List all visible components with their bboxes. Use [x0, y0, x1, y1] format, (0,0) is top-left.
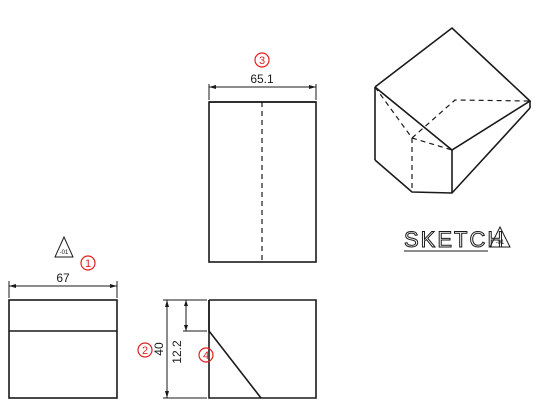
front-revision-mark: -01	[60, 250, 69, 256]
dim-step-arrow-bottom	[184, 325, 188, 331]
iso-top-face	[374, 26, 532, 151]
callout-3-label: 3	[259, 55, 265, 67]
callout-2-circle	[137, 342, 153, 358]
dim-height-arrow-top	[165, 300, 169, 307]
front-revision-triangle	[54, 235, 74, 258]
side-view-chamfer	[208, 300, 262, 399]
side-view: 40 12.2 2 4	[137, 299, 317, 399]
side-view-outline	[208, 299, 317, 399]
callout-2-label: 2	[142, 345, 148, 357]
isometric-sketch	[374, 26, 532, 194]
dim-front-value: 67	[56, 271, 70, 285]
callout-4-label: 4	[203, 350, 209, 362]
iso-bottom-edges	[374, 107, 531, 194]
callout-4-circle	[198, 347, 214, 363]
dim-height-value: 40	[152, 342, 166, 356]
sketch-label: SKETCH	[404, 227, 505, 252]
dim-height-arrow-bottom	[165, 391, 169, 398]
front-view: 67 -01 1	[8, 235, 118, 399]
sketch-revision-triangle	[489, 225, 511, 248]
dim-front-arrow-right	[110, 284, 117, 288]
callout-1-circle	[80, 255, 96, 271]
dim-top-arrow-left	[209, 85, 216, 89]
callout-1-label: 1	[85, 258, 91, 270]
dim-top-value: 65.1	[250, 72, 274, 86]
dim-step-arrow-top	[184, 300, 188, 306]
dim-step-value: 12.2	[170, 340, 184, 364]
sketch-label-group: SKETCH -01	[404, 225, 511, 253]
iso-hidden-inner-back	[411, 99, 531, 139]
top-view: 65.1 3	[208, 52, 317, 263]
callout-3-circle	[254, 52, 270, 68]
sketch-revision-mark: -01	[496, 240, 505, 246]
dim-front-arrow-left	[9, 284, 16, 288]
front-view-outline	[8, 299, 118, 399]
dim-top-arrow-right	[309, 85, 316, 89]
